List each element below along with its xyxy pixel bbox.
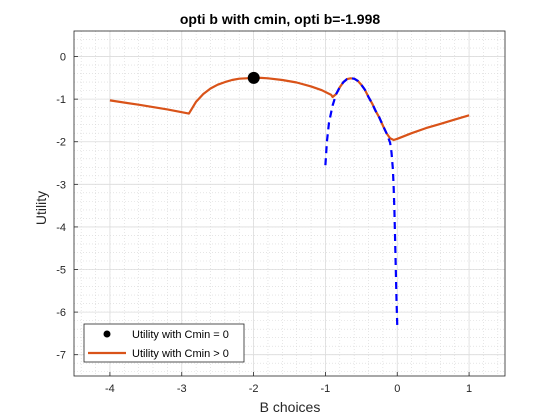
- y-tick-label: 0: [60, 52, 66, 64]
- chart-title: opti b with cmin, opti b=-1.998: [180, 11, 381, 27]
- x-tick-label: 0: [394, 383, 400, 395]
- series-line-cmin-0: [324, 77, 399, 328]
- y-tick-label: -2: [56, 137, 66, 149]
- x-tick-label: -3: [177, 383, 187, 395]
- y-tick-label: -7: [56, 350, 66, 362]
- legend-label-cmin-0: Utility with Cmin = 0: [132, 329, 229, 341]
- y-tick-label: -1: [56, 94, 66, 106]
- x-tick-label: -4: [105, 383, 115, 395]
- y-tick-label: -3: [56, 179, 66, 191]
- x-tick-label: -1: [321, 383, 331, 395]
- ticks: -4 -3 -2 -1 0 1 0 -1 -2 -3 -4 -5 -6 -7: [56, 52, 472, 395]
- y-tick-label: -4: [56, 222, 66, 234]
- legend-label-cmin-positive: Utility with Cmin > 0: [132, 348, 229, 360]
- x-tick-label: -2: [249, 383, 259, 395]
- y-tick-label: -5: [56, 265, 66, 277]
- y-axis-label: Utility: [33, 191, 49, 225]
- legend: Utility with Cmin = 0 Utility with Cmin …: [83, 323, 245, 363]
- plot-area: [109, 71, 470, 328]
- optimum-marker: [247, 71, 260, 84]
- legend-marker-cmin-0: [103, 330, 111, 338]
- x-axis-label: B choices: [260, 399, 321, 415]
- x-tick-label: 1: [466, 383, 472, 395]
- axes-box: [73, 30, 506, 377]
- legend-box: [83, 323, 245, 363]
- y-tick-label: -6: [56, 307, 66, 319]
